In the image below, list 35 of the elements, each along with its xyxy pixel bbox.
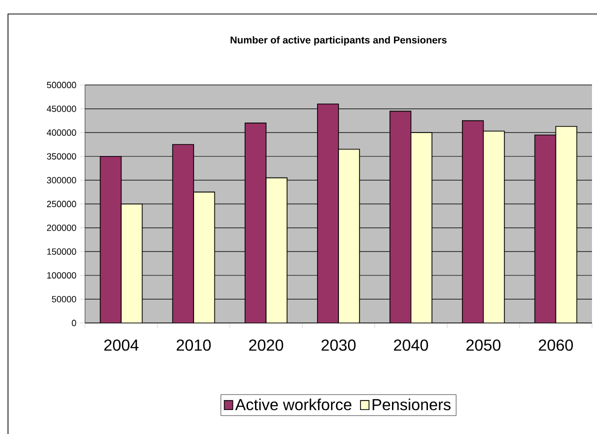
- bar: [317, 104, 339, 323]
- y-tick-label: 200000: [47, 224, 76, 231]
- bar: [482, 130, 505, 323]
- y-tick-label: 500000: [46, 82, 76, 88]
- y-tick-label: 400000: [46, 129, 76, 136]
- y-tick-label: 0: [72, 320, 76, 326]
- y-tick-label: 100000: [47, 272, 76, 279]
- bar: [534, 134, 556, 323]
- y-tick-label: 250000: [47, 200, 76, 208]
- y-tick-label: 50000: [52, 296, 76, 302]
- y-tick-label: 150000: [47, 248, 76, 255]
- y-tick-label: 350000: [46, 153, 76, 160]
- chart-title: Number of active participants and Pensioners: [230, 36, 447, 46]
- legend-label: Pensioners: [372, 398, 451, 410]
- y-tick-label: 300000: [46, 177, 76, 184]
- bar: [338, 148, 360, 323]
- legend-label: Active workforce: [235, 398, 352, 410]
- bar: [120, 204, 143, 323]
- x-tick-label: 2040: [394, 340, 428, 351]
- bar: [193, 192, 216, 323]
- bar: [100, 156, 122, 323]
- bar: [172, 144, 194, 323]
- bar: [390, 110, 412, 323]
- x-tick-label: 2020: [249, 340, 284, 351]
- x-tick-label: 2060: [538, 340, 573, 351]
- bar: [244, 122, 266, 323]
- x-tick-label: 2004: [104, 340, 138, 351]
- y-tick-label: 450000: [46, 106, 76, 112]
- bar: [555, 126, 578, 323]
- bar: [410, 132, 432, 323]
- x-tick-label: 2050: [466, 340, 500, 351]
- bar: [266, 177, 288, 323]
- bar: [462, 120, 484, 323]
- x-tick-label: 2010: [176, 340, 211, 351]
- x-tick-label: 2030: [322, 340, 356, 351]
